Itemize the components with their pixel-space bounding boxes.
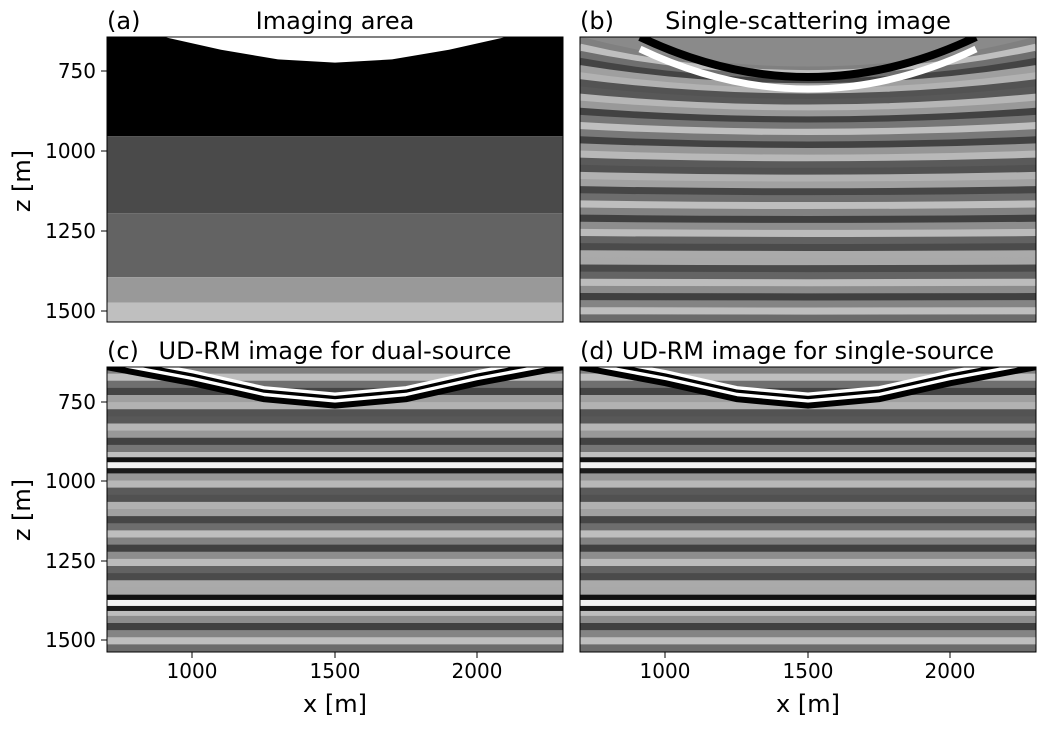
x-tick-label: 1000 [167, 659, 218, 683]
reflection-band [580, 204, 1036, 206]
flat-reflector [107, 468, 563, 473]
flat-reflector [580, 468, 1036, 473]
flat-reflector [107, 600, 563, 606]
panel-d-label: (d) [580, 337, 614, 365]
x-axis-right: 1000 1500 2000 [640, 652, 976, 683]
flat-reflector [580, 457, 1036, 462]
flat-reflector [580, 595, 1036, 600]
flat-reflector [580, 606, 1036, 611]
y-tick-label: 750 [58, 390, 96, 414]
x-axis-left: 1000 1500 2000 [167, 652, 503, 683]
reflection-band [580, 254, 1036, 255]
reflection-band [580, 169, 1036, 172]
reflection-band [580, 176, 1036, 179]
reflection-band [580, 240, 1036, 241]
y-tick-label: 1000 [45, 469, 96, 493]
reflection-band [580, 155, 1036, 159]
flat-reflector [107, 457, 563, 462]
y-axis-top: 750 1000 1250 1500 [45, 59, 107, 323]
y-axis-bottom: 750 1000 1250 1500 [45, 390, 107, 652]
layer [107, 277, 563, 303]
y-tick-label: 1000 [45, 139, 96, 163]
reflection-band [580, 269, 1036, 270]
flat-reflector [107, 606, 563, 611]
y-tick-label: 1500 [45, 628, 96, 652]
panel-b-label: (b) [580, 7, 614, 35]
reflection-band [580, 212, 1036, 213]
y-tick-label: 750 [58, 59, 96, 83]
panel-b-title: Single-scattering image [665, 7, 951, 35]
reflection-band [580, 233, 1036, 234]
layer [107, 136, 563, 213]
y-tick-label: 1250 [45, 219, 96, 243]
reflection-band [580, 190, 1036, 192]
panel-d-title: UD-RM image for single-source [622, 337, 994, 365]
y-tick-label: 1250 [45, 549, 96, 573]
panel-a-image [107, 27, 563, 322]
panel-a-title: Imaging area [256, 7, 415, 35]
panel-c-label: (c) [107, 337, 139, 365]
reflection-band [580, 197, 1036, 199]
y-axis-label-bottom: z [m] [8, 479, 36, 541]
x-tick-label: 2000 [925, 659, 976, 683]
layer [107, 303, 563, 322]
panel-c-title: UD-RM image for dual-source [159, 337, 512, 365]
reflection-band [580, 261, 1036, 262]
flat-reflector [107, 462, 563, 468]
panel-b-image [580, 37, 1036, 322]
y-tick-label: 1500 [45, 299, 96, 323]
reflection-band [580, 247, 1036, 248]
panel-a-label: (a) [107, 7, 140, 35]
reflection-band [580, 162, 1036, 166]
x-axis-label-right: x [m] [776, 690, 840, 718]
panel-d-image [580, 357, 1036, 652]
x-axis-label-left: x [m] [303, 690, 367, 718]
layer [107, 213, 563, 277]
x-tick-label: 1500 [783, 659, 834, 683]
reflection-band [580, 219, 1036, 220]
flat-reflector [107, 595, 563, 600]
x-tick-label: 1500 [310, 659, 361, 683]
reflection-band [580, 226, 1036, 227]
reflection-band [580, 147, 1036, 152]
reflection-band [580, 183, 1036, 185]
x-tick-label: 1000 [640, 659, 691, 683]
y-axis-label-top: z [m] [8, 150, 36, 212]
flat-reflector [580, 462, 1036, 468]
x-tick-label: 2000 [452, 659, 503, 683]
reflection-band [580, 276, 1036, 277]
panel-c-image [107, 357, 563, 652]
flat-reflector [580, 600, 1036, 606]
